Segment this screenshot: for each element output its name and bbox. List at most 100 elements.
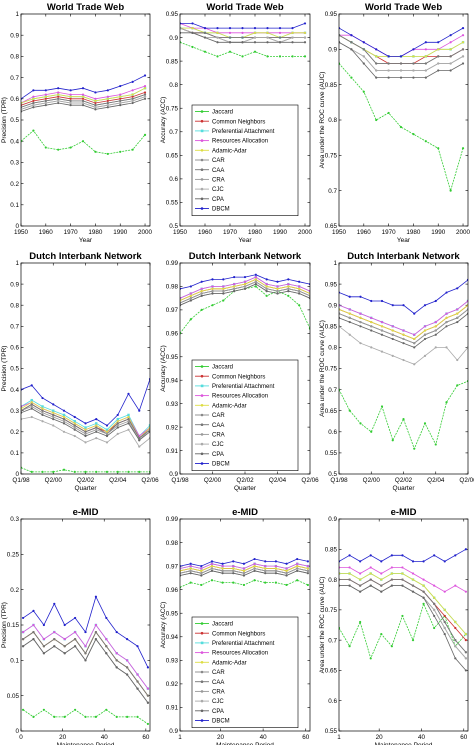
data-point (375, 76, 378, 79)
data-point (73, 428, 76, 431)
data-point (95, 470, 98, 473)
data-point (402, 418, 405, 421)
data-point (362, 62, 365, 65)
data-point (422, 590, 425, 593)
data-point (306, 583, 309, 587)
data-point (81, 101, 85, 105)
data-point (296, 569, 299, 572)
data-point (131, 95, 134, 98)
data-point (105, 432, 109, 436)
series-line-jaccard (339, 63, 464, 193)
data-point (233, 275, 236, 279)
data-point (433, 608, 436, 611)
x-tick-label: Q2/06 (301, 477, 319, 484)
y-axis-label: Accuracy (ACC) (160, 602, 167, 649)
data-point (348, 320, 351, 324)
data-point (146, 666, 150, 669)
data-point (445, 320, 448, 324)
data-point (350, 76, 353, 79)
x-tick-label: Q1/98 (12, 477, 30, 484)
data-point (94, 106, 97, 109)
data-point (127, 420, 130, 423)
data-point (278, 31, 282, 34)
data-point (105, 645, 108, 648)
data-point (73, 630, 77, 634)
x-tick-label: 40 (260, 734, 268, 741)
data-point (449, 69, 452, 72)
data-point (387, 62, 390, 65)
data-point (445, 346, 448, 349)
data-point (399, 125, 403, 129)
y-tick-label: 0.1 (10, 450, 19, 457)
data-point (30, 401, 33, 404)
data-point (84, 645, 87, 648)
data-point (369, 578, 372, 581)
legend-label: DBCM (212, 462, 230, 468)
data-point (443, 620, 446, 624)
legend-label: CAR (212, 670, 225, 676)
data-point (287, 278, 290, 281)
x-tick-label: Q2/06 (141, 477, 159, 484)
data-point (127, 418, 130, 421)
chart-panel-dutch-precision: Dutch Interbank Network 0 0.1 0.2 0.3 0.4 0.5 0… (1, 251, 159, 492)
chart-panel-wtw-accuracy: World Trade Web 0.5 0.55 0.6 0.65 0.7 0.75 0.8 0… (160, 2, 312, 244)
data-point (437, 69, 440, 72)
data-point (456, 308, 459, 311)
chart-title: Dutch Interbank Network (347, 251, 460, 262)
data-point (437, 48, 440, 51)
legend-marker (200, 110, 204, 113)
legend-label: DBCM (212, 719, 230, 725)
y-tick-label: 0.99 (166, 260, 179, 267)
y-tick-label: 0.97 (166, 563, 179, 570)
data-point (359, 590, 362, 593)
data-point (94, 91, 97, 94)
y-tick-label: 0.15 (7, 622, 20, 629)
chart-panel-emid-precision: e-MID 0 0.05 0.1 0.15 0.2 0.25 0.3 0 20 40 60 Mainte… (1, 507, 151, 745)
data-point (380, 329, 384, 332)
data-point (380, 320, 384, 324)
data-point (274, 572, 278, 575)
data-point (57, 101, 60, 105)
y-tick-label: 0.9 (169, 35, 178, 42)
data-point (369, 657, 372, 660)
data-point (241, 55, 244, 58)
y-tick-label: 0 (15, 471, 19, 478)
x-tick-label: Q2/02 (236, 477, 254, 484)
data-point (443, 614, 446, 618)
data-point (105, 424, 109, 427)
data-point (303, 41, 307, 44)
data-point (443, 560, 446, 563)
data-point (146, 701, 150, 704)
series-line-jaccard (180, 579, 309, 588)
data-point (402, 333, 405, 336)
data-point (136, 687, 139, 690)
data-point (200, 572, 203, 575)
data-point (391, 325, 394, 328)
y-axis-label: Precision (TPR) (1, 97, 8, 143)
data-point (254, 280, 257, 283)
legend-marker (200, 433, 204, 436)
data-point (228, 36, 232, 39)
data-point (84, 470, 87, 473)
data-point (422, 584, 425, 587)
data-point (265, 278, 268, 281)
data-point (243, 285, 247, 288)
y-tick-label: 0.75 (166, 105, 179, 112)
data-point (291, 31, 294, 34)
y-tick-label: 0.2 (10, 181, 19, 188)
x-tick-label: Q2/00 (45, 477, 63, 484)
data-point (454, 645, 457, 648)
y-tick-label: 0.94 (166, 634, 179, 641)
x-tick-label: 20 (59, 734, 67, 741)
data-point (350, 34, 353, 37)
data-point (52, 470, 55, 473)
data-point (433, 584, 436, 587)
data-point (44, 99, 47, 103)
data-point (44, 101, 47, 105)
data-point (94, 150, 97, 153)
x-tick-label: 40 (418, 734, 426, 741)
plot-frame (20, 13, 151, 227)
data-point (52, 413, 55, 417)
data-point (200, 567, 203, 570)
data-point (62, 468, 66, 471)
